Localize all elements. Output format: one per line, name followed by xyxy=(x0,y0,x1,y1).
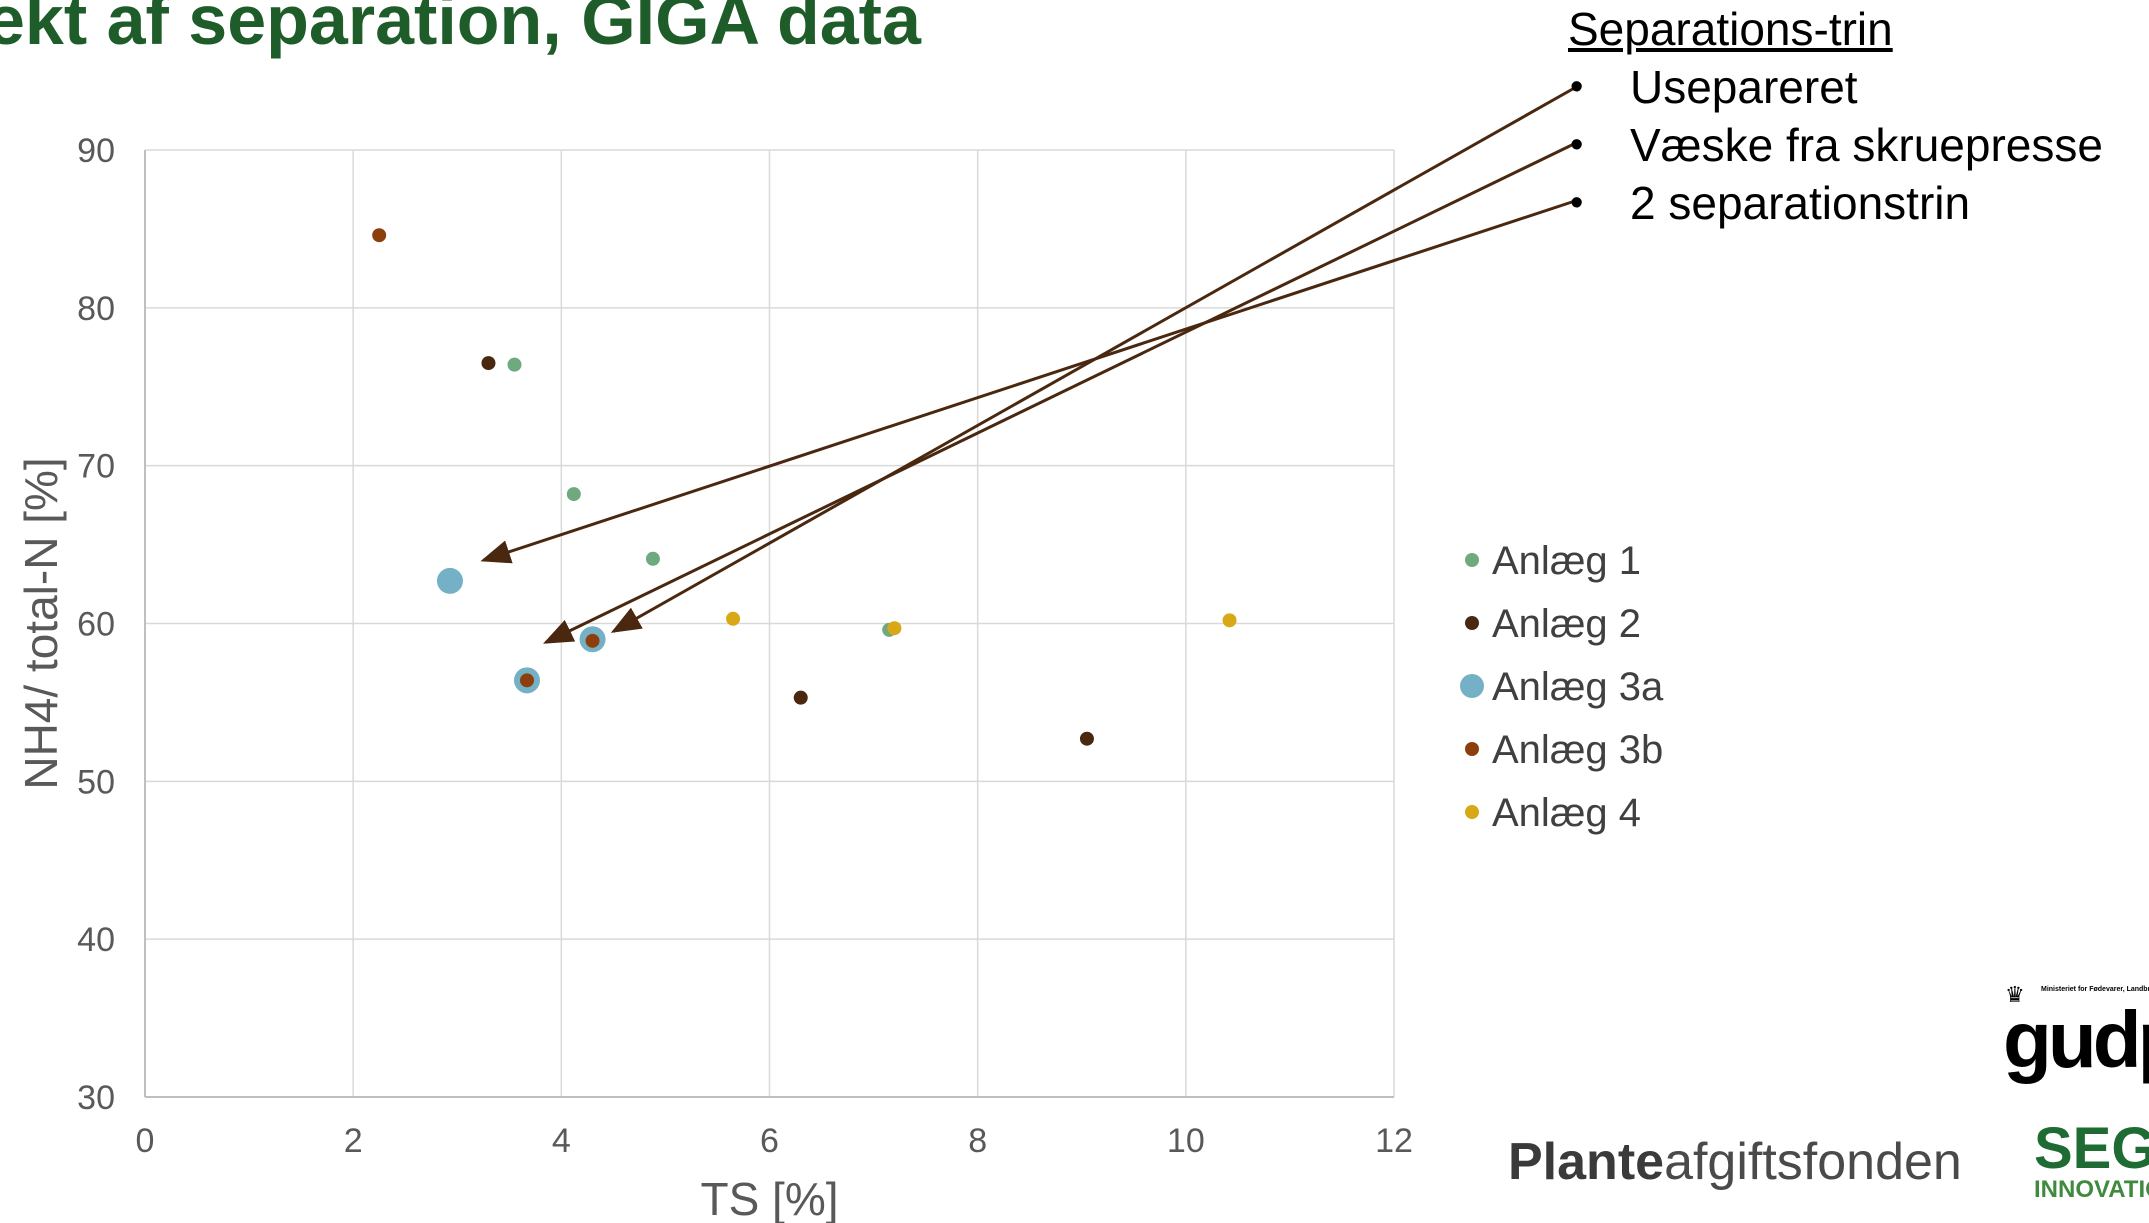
x-tick-label: 6 xyxy=(760,1122,779,1160)
plante-logo-light: afgiftsfonden xyxy=(1664,1133,1962,1191)
y-tick-label: 60 xyxy=(77,606,115,644)
x-tick-label: 2 xyxy=(344,1122,363,1160)
bullet-icon: • xyxy=(1570,182,1584,224)
annotation-arrow xyxy=(480,198,1579,564)
separation-step-label: 2 separationstrin xyxy=(1630,177,1971,229)
gudp-logo-text: gudp xyxy=(2003,995,2149,1084)
x-tick-label: 0 xyxy=(136,1122,155,1160)
legend: Anlæg 1 Anlæg 2 Anlæg 3a Anlæg 3b Anlæg 4 xyxy=(1460,539,1664,835)
data-points xyxy=(372,228,1237,746)
bullet-icon: • xyxy=(1570,124,1584,166)
legend-label: Anlæg 1 xyxy=(1492,539,1641,583)
legend-label: Anlæg 3a xyxy=(1492,665,1664,709)
seges-logo: SEGES INNOVATION xyxy=(2034,1120,2149,1202)
y-tick-label: 70 xyxy=(77,448,115,486)
data-point xyxy=(1079,731,1094,746)
annotation-arrow xyxy=(543,140,1579,644)
crown-icon: ♛ xyxy=(2005,982,2025,1007)
axes: 30 40 50 60 70 80 90 0 2 4 6 8 10 12 TS [%] NH4/ total-… xyxy=(15,132,1413,1223)
x-tick-label: 10 xyxy=(1167,1122,1205,1160)
data-point xyxy=(519,673,534,688)
seges-logo-text: SEGES xyxy=(2034,1116,2149,1181)
separation-step-item: • Væske fra skruepresse xyxy=(1568,116,2103,174)
data-point xyxy=(507,357,522,372)
seges-logo-subtext: INNOVATION xyxy=(2034,1176,2149,1203)
ministry-text: Ministeriet for Fødevarer, Landbrug og F… xyxy=(2041,986,2149,993)
bullet-icon: • xyxy=(1570,66,1584,108)
legend-marker xyxy=(1465,616,1479,630)
gudp-logo: ♛ Ministeriet for Fødevarer, Landbrug og… xyxy=(2003,982,2149,1084)
x-tick-label: 8 xyxy=(968,1122,987,1160)
separation-step-item: • 2 separationstrin xyxy=(1568,174,2103,232)
data-point xyxy=(793,690,808,705)
legend-label: Anlæg 3b xyxy=(1492,728,1663,772)
data-point xyxy=(1222,613,1237,628)
data-point xyxy=(585,633,600,648)
separation-step-item: • Usepareret xyxy=(1568,58,2103,116)
separation-steps-list: • Usepareret • Væske fra skruepresse • 2… xyxy=(1568,58,2103,232)
plante-logo-strong: Plante xyxy=(1508,1133,1665,1191)
annotation-arrows xyxy=(480,84,1579,644)
legend-label: Anlæg 4 xyxy=(1492,791,1641,835)
separation-steps-heading: Separations-trin xyxy=(1568,3,1893,55)
x-axis-title: TS [%] xyxy=(700,1173,838,1223)
legend-marker xyxy=(1460,674,1484,698)
x-tick-label: 4 xyxy=(552,1122,571,1160)
data-point xyxy=(436,567,463,594)
legend-marker xyxy=(1465,742,1479,756)
data-point xyxy=(566,487,581,502)
planteafgiftsfonden-logo: Planteafgiftsfonden xyxy=(1508,1132,1962,1192)
data-point xyxy=(726,611,741,626)
page-title: ekt af separation, GIGA data xyxy=(0,0,921,59)
y-tick-label: 90 xyxy=(77,132,115,170)
y-tick-label: 80 xyxy=(77,290,115,328)
data-point xyxy=(887,621,902,636)
y-tick-label: 50 xyxy=(77,763,115,801)
separation-steps-box: Separations-trin • Usepareret • Væske fr… xyxy=(1568,0,2103,232)
x-tick-label: 12 xyxy=(1375,1122,1413,1160)
data-point xyxy=(645,551,660,566)
legend-marker xyxy=(1465,805,1479,819)
grid-lines xyxy=(144,149,1395,1098)
y-tick-label: 40 xyxy=(77,921,115,959)
y-tick-label: 30 xyxy=(77,1079,115,1117)
legend-marker xyxy=(1465,553,1479,567)
data-point xyxy=(481,356,496,371)
separation-step-label: Usepareret xyxy=(1630,61,1858,113)
separation-step-label: Væske fra skruepresse xyxy=(1630,119,2103,171)
legend-label: Anlæg 2 xyxy=(1492,602,1641,646)
y-axis-title: NH4/ total-N [%] xyxy=(15,457,67,789)
data-point xyxy=(372,228,387,243)
